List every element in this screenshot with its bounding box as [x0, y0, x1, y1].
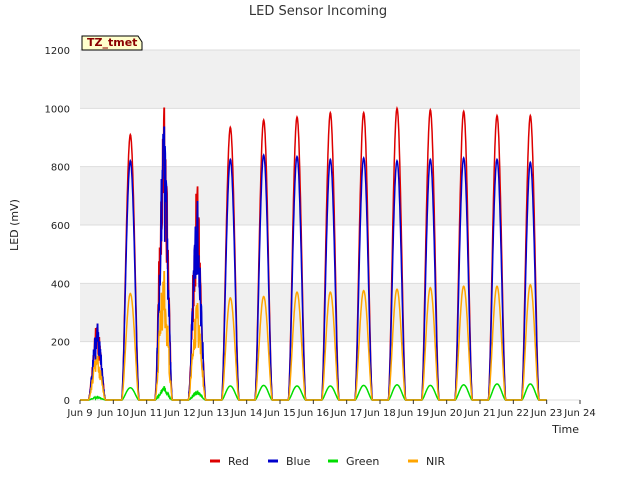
- x-tick-label: Jun 15: [263, 408, 296, 419]
- x-tick-label: Jun 16: [297, 408, 330, 419]
- x-tick-label: Jun 20: [430, 408, 463, 419]
- y-tick-label: 400: [51, 279, 70, 290]
- x-tick-label: Jun 18: [363, 408, 396, 419]
- band-5: [80, 50, 580, 109]
- y-tick-label: 200: [51, 338, 70, 349]
- annotation-box: [81, 35, 143, 51]
- plot-bands: [80, 50, 580, 342]
- y-tick-label: 1200: [45, 46, 70, 57]
- x-tick-label: Jun 11: [130, 408, 163, 419]
- x-tick-label: Jun 14: [230, 408, 263, 419]
- tz-annotation: TZ_tmet: [81, 35, 143, 51]
- legend-label-nir: NIR: [426, 455, 445, 468]
- legend-label-red: Red: [228, 455, 249, 468]
- x-tick-label: Jun 10: [97, 408, 130, 419]
- x-axis-ticks: Jun 9 Jun 10 Jun 11 Jun 12 Jun 13 Jun 14 Jun 1…: [66, 400, 596, 419]
- y-tick-label: 800: [51, 163, 70, 174]
- legend: Red Blue Green NIR: [210, 455, 445, 468]
- x-tick-label: Jun 22: [497, 408, 530, 419]
- y-tick-label: 0: [64, 396, 70, 407]
- y-tick-label: 600: [51, 221, 70, 232]
- band-3: [80, 166, 580, 225]
- x-tick-label: Jun 23: [530, 408, 563, 419]
- x-tick-label: Jun 19: [397, 408, 430, 419]
- y-axis-ticks: 0 200 400 600 800 1000 1200: [45, 46, 70, 407]
- annotation-text: TZ_tmet: [87, 36, 137, 49]
- x-tick-label: Jun 24: [563, 408, 596, 419]
- y-tick-label: 1000: [45, 104, 70, 115]
- x-tick-label: Jun 17: [330, 408, 363, 419]
- legend-label-blue: Blue: [286, 455, 311, 468]
- x-axis-label: Time: [551, 423, 579, 436]
- y-axis-label: LED (mV): [8, 199, 21, 251]
- legend-label-green: Green: [346, 455, 379, 468]
- x-tick-label: Jun 12: [163, 408, 196, 419]
- chart-title: LED Sensor Incoming: [249, 4, 387, 19]
- x-tick-label: Jun 13: [197, 408, 230, 419]
- x-tick-label: Jun 9: [66, 408, 92, 419]
- x-tick-label: Jun 21: [463, 408, 496, 419]
